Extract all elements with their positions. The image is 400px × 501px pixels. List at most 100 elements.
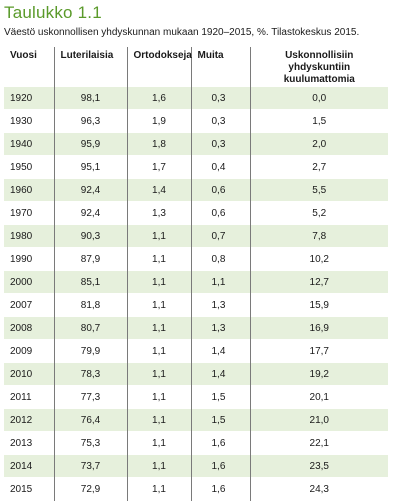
cell-luterilaisia: 76,4 <box>53 408 127 432</box>
cell-luterilaisia: 92,4 <box>53 178 127 202</box>
table-row: 2014 73,7 1,1 1,6 23,5 <box>4 454 388 478</box>
cell-year: 2010 <box>4 362 54 386</box>
cell-year: 2015 <box>4 477 54 501</box>
cell-year: 2011 <box>4 385 54 409</box>
cell-kuulumattomia: 21,0 <box>249 408 388 432</box>
cell-muita: 1,3 <box>190 316 250 340</box>
cell-ortodokseja: 1,7 <box>126 155 191 179</box>
cell-kuulumattomia: 10,2 <box>249 247 388 271</box>
cell-muita: 0,6 <box>190 201 250 225</box>
cell-luterilaisia: 75,3 <box>53 431 127 455</box>
table-row: 2015 72,9 1,1 1,6 24,3 <box>4 477 388 501</box>
cell-luterilaisia: 90,3 <box>53 224 127 248</box>
table-row: 1920 98,1 1,6 0,3 0,0 <box>4 86 388 110</box>
religion-table: Vuosi Luterilaisia Ortodokseja Muita Usk… <box>4 47 388 501</box>
cell-muita: 1,4 <box>190 339 250 363</box>
cell-muita: 1,5 <box>190 385 250 409</box>
cell-kuulumattomia: 1,5 <box>249 109 388 133</box>
cell-luterilaisia: 73,7 <box>53 454 127 478</box>
cell-ortodokseja: 1,1 <box>126 270 191 294</box>
cell-kuulumattomia: 5,5 <box>249 178 388 202</box>
cell-ortodokseja: 1,1 <box>126 362 191 386</box>
cell-muita: 1,6 <box>190 454 250 478</box>
header-muita: Muita <box>190 47 250 87</box>
cell-kuulumattomia: 24,3 <box>249 477 388 501</box>
cell-ortodokseja: 1,4 <box>126 178 191 202</box>
table-row: 1970 92,4 1,3 0,6 5,2 <box>4 201 388 225</box>
table-body: 1920 98,1 1,6 0,3 0,0 1930 96,3 1,9 0,3 1,5 1940 95… <box>4 86 388 501</box>
cell-luterilaisia: 80,7 <box>53 316 127 340</box>
cell-luterilaisia: 98,1 <box>53 86 127 110</box>
table-row: 1950 95,1 1,7 0,4 2,7 <box>4 155 388 179</box>
cell-muita: 0,3 <box>190 132 250 156</box>
cell-muita: 0,8 <box>190 247 250 271</box>
cell-luterilaisia: 87,9 <box>53 247 127 271</box>
cell-year: 2000 <box>4 270 54 294</box>
cell-kuulumattomia: 5,2 <box>249 201 388 225</box>
document-page: Taulukko 1.1 Väestö uskonnollisen yhdysk… <box>4 3 388 501</box>
cell-luterilaisia: 78,3 <box>53 362 127 386</box>
cell-year: 2012 <box>4 408 54 432</box>
cell-luterilaisia: 77,3 <box>53 385 127 409</box>
table-row: 1940 95,9 1,8 0,3 2,0 <box>4 132 388 156</box>
cell-year: 1920 <box>4 86 54 110</box>
table-row: 2010 78,3 1,1 1,4 19,2 <box>4 362 388 386</box>
cell-luterilaisia: 92,4 <box>53 201 127 225</box>
table-row: 2007 81,8 1,1 1,3 15,9 <box>4 293 388 317</box>
table-row: 1990 87,9 1,1 0,8 10,2 <box>4 247 388 271</box>
table-row: 1980 90,3 1,1 0,7 7,8 <box>4 224 388 248</box>
cell-kuulumattomia: 0,0 <box>249 86 388 110</box>
cell-year: 1990 <box>4 247 54 271</box>
cell-year: 2009 <box>4 339 54 363</box>
cell-year: 2013 <box>4 431 54 455</box>
cell-kuulumattomia: 2,7 <box>249 155 388 179</box>
cell-muita: 0,3 <box>190 86 250 110</box>
cell-year: 2007 <box>4 293 54 317</box>
table-row: 2000 85,1 1,1 1,1 12,7 <box>4 270 388 294</box>
table-header-row: Vuosi Luterilaisia Ortodokseja Muita Usk… <box>4 47 388 87</box>
cell-kuulumattomia: 2,0 <box>249 132 388 156</box>
cell-kuulumattomia: 17,7 <box>249 339 388 363</box>
cell-year: 1980 <box>4 224 54 248</box>
cell-kuulumattomia: 19,2 <box>249 362 388 386</box>
cell-muita: 0,3 <box>190 109 250 133</box>
cell-kuulumattomia: 15,9 <box>249 293 388 317</box>
table-row: 2011 77,3 1,1 1,5 20,1 <box>4 385 388 409</box>
table-row: 2008 80,7 1,1 1,3 16,9 <box>4 316 388 340</box>
cell-muita: 0,7 <box>190 224 250 248</box>
table-row: 2012 76,4 1,1 1,5 21,0 <box>4 408 388 432</box>
cell-ortodokseja: 1,8 <box>126 132 191 156</box>
cell-ortodokseja: 1,1 <box>126 224 191 248</box>
cell-ortodokseja: 1,1 <box>126 408 191 432</box>
header-kuulumattomia: Uskonnollisiin yhdyskuntiin kuulumattomi… <box>249 47 388 87</box>
cell-kuulumattomia: 16,9 <box>249 316 388 340</box>
table-row: 1960 92,4 1,4 0,6 5,5 <box>4 178 388 202</box>
cell-year: 2008 <box>4 316 54 340</box>
table-row: 2009 79,9 1,1 1,4 17,7 <box>4 339 388 363</box>
cell-year: 1930 <box>4 109 54 133</box>
cell-ortodokseja: 1,1 <box>126 293 191 317</box>
table-title: Taulukko 1.1 <box>4 3 102 22</box>
header-vuosi: Vuosi <box>10 50 37 61</box>
cell-ortodokseja: 1,3 <box>126 201 191 225</box>
table-caption: Väestö uskonnollisen yhdyskunnan mukaan … <box>4 27 360 38</box>
table-row: 2013 75,3 1,1 1,6 22,1 <box>4 431 388 455</box>
cell-year: 1950 <box>4 155 54 179</box>
cell-ortodokseja: 1,1 <box>126 454 191 478</box>
cell-ortodokseja: 1,1 <box>126 431 191 455</box>
header-ortodokseja: Ortodokseja <box>126 47 192 87</box>
cell-luterilaisia: 72,9 <box>53 477 127 501</box>
cell-muita: 1,1 <box>190 270 250 294</box>
cell-ortodokseja: 1,9 <box>126 109 191 133</box>
cell-kuulumattomia: 7,8 <box>249 224 388 248</box>
cell-year: 2014 <box>4 454 54 478</box>
cell-year: 1960 <box>4 178 54 202</box>
cell-year: 1970 <box>4 201 54 225</box>
cell-ortodokseja: 1,1 <box>126 247 191 271</box>
cell-kuulumattomia: 12,7 <box>249 270 388 294</box>
cell-luterilaisia: 95,9 <box>53 132 127 156</box>
cell-muita: 1,5 <box>190 408 250 432</box>
cell-ortodokseja: 1,6 <box>126 86 191 110</box>
cell-muita: 0,6 <box>190 178 250 202</box>
cell-luterilaisia: 81,8 <box>53 293 127 317</box>
